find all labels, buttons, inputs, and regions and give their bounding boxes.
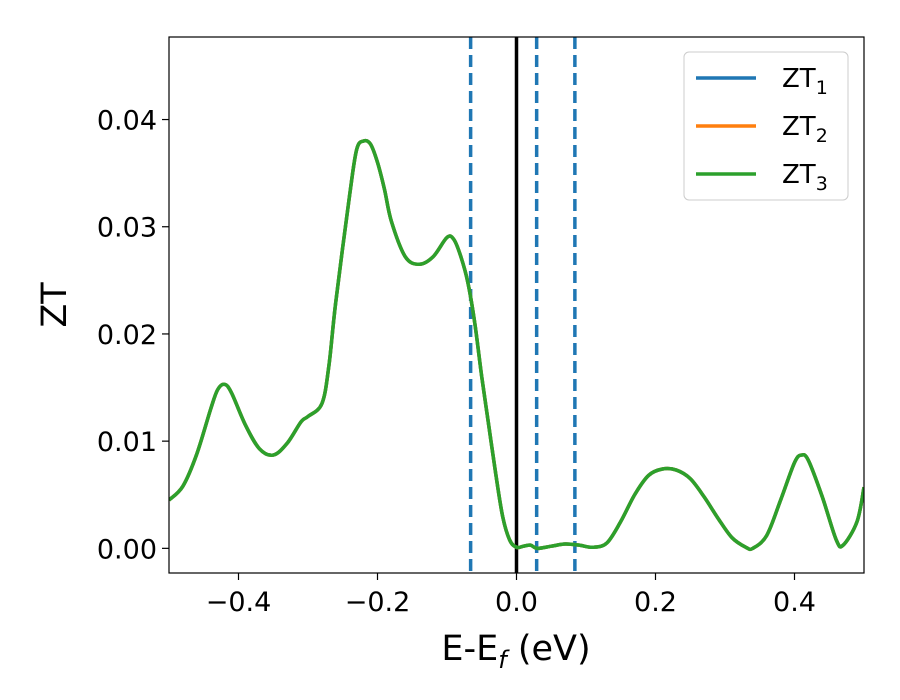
x-tick-label: 0.0 [495, 587, 538, 618]
y-tick-label: 0.01 [97, 427, 157, 458]
plot-area [169, 37, 864, 573]
x-axis-title: E-Ef (eV) [441, 629, 590, 674]
legend-label-zt2: ZT2 [782, 112, 828, 147]
x-tick-label: −0.2 [345, 587, 411, 618]
legend-frame [683, 51, 849, 201]
legend: ZT1 ZT2 ZT3 [683, 51, 849, 201]
x-tick-label: 0.2 [634, 587, 677, 618]
y-tick-label: 0.00 [97, 534, 157, 565]
y-axis: 0.00 0.01 0.02 0.03 0.04 [97, 106, 169, 565]
y-tick-label: 0.03 [97, 213, 157, 244]
series-lines [169, 138, 864, 552]
y-axis-title: ZT [35, 282, 75, 328]
y-tick-label: 0.04 [97, 106, 157, 137]
vertical-lines [468, 37, 577, 573]
legend-label-zt3: ZT3 [782, 160, 828, 195]
x-tick-label: 0.4 [773, 587, 816, 618]
y-tick-label: 0.02 [97, 320, 157, 351]
x-tick-label: −0.4 [206, 587, 272, 618]
series-line-zt3 [169, 138, 864, 552]
legend-label-zt1: ZT1 [782, 64, 828, 99]
x-axis: −0.4 −0.2 0.0 0.2 0.4 [206, 573, 816, 618]
